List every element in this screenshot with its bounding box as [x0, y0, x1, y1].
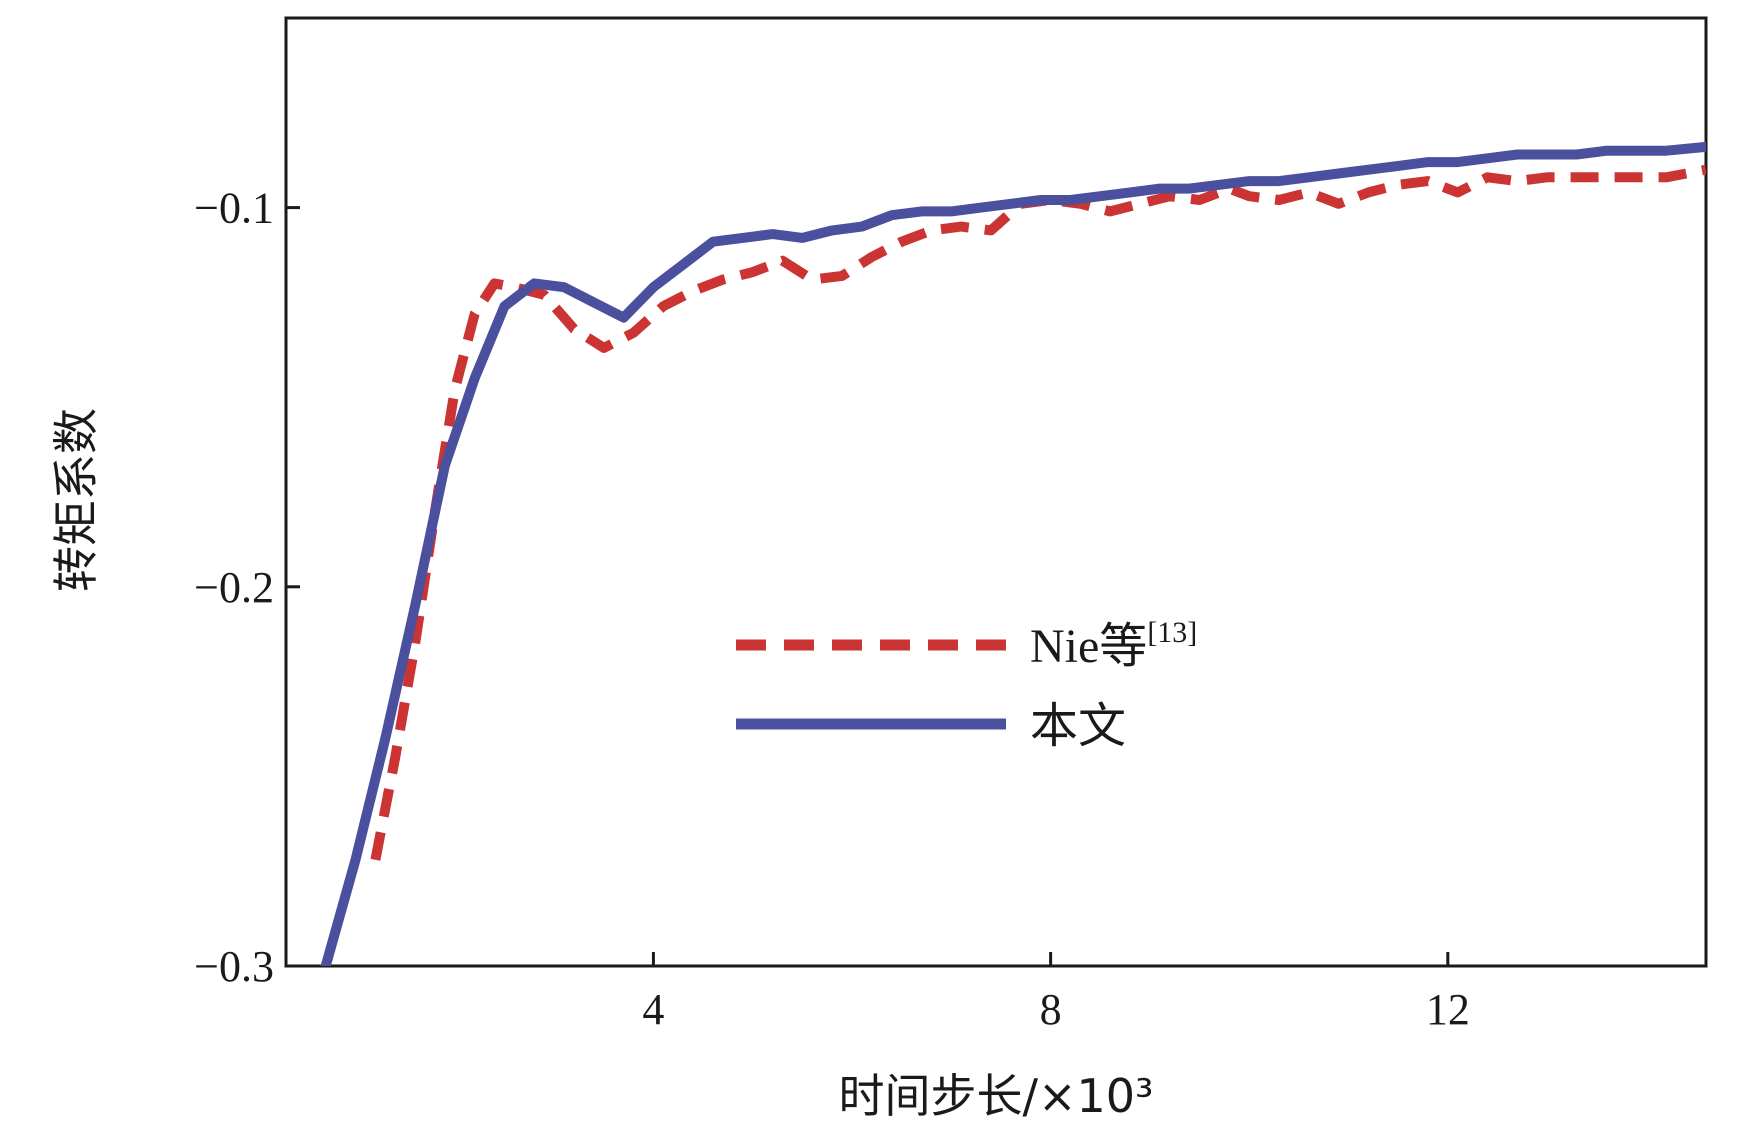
x-axis-ticks: 4 8 12: [642, 952, 1470, 1034]
x-tick-label-0: 4: [642, 985, 664, 1034]
legend-label-nie: Nie等[13]: [1030, 616, 1197, 673]
x-tick-label-2: 12: [1426, 985, 1470, 1034]
y-tick-label-0: −0.1: [194, 184, 274, 233]
series-line-nie: [370, 164, 1706, 861]
x-axis-title: 时间步长/×10³: [838, 1069, 1153, 1123]
plot-frame: [284, 16, 1708, 968]
x-tick-label-1: 8: [1040, 985, 1062, 1034]
y-tick-label-1: −0.2: [194, 563, 274, 612]
y-axis-ticks: −0.1 −0.2 −0.3: [194, 184, 300, 991]
legend-label-ours: 本文: [1030, 700, 1126, 753]
legend: Nie等[13] 本文: [736, 616, 1197, 753]
y-axis-title: 转矩系数: [49, 408, 103, 592]
series-line-ours: [320, 141, 1706, 966]
series-layer: [320, 141, 1706, 966]
y-tick-label-2: −0.3: [194, 942, 274, 991]
